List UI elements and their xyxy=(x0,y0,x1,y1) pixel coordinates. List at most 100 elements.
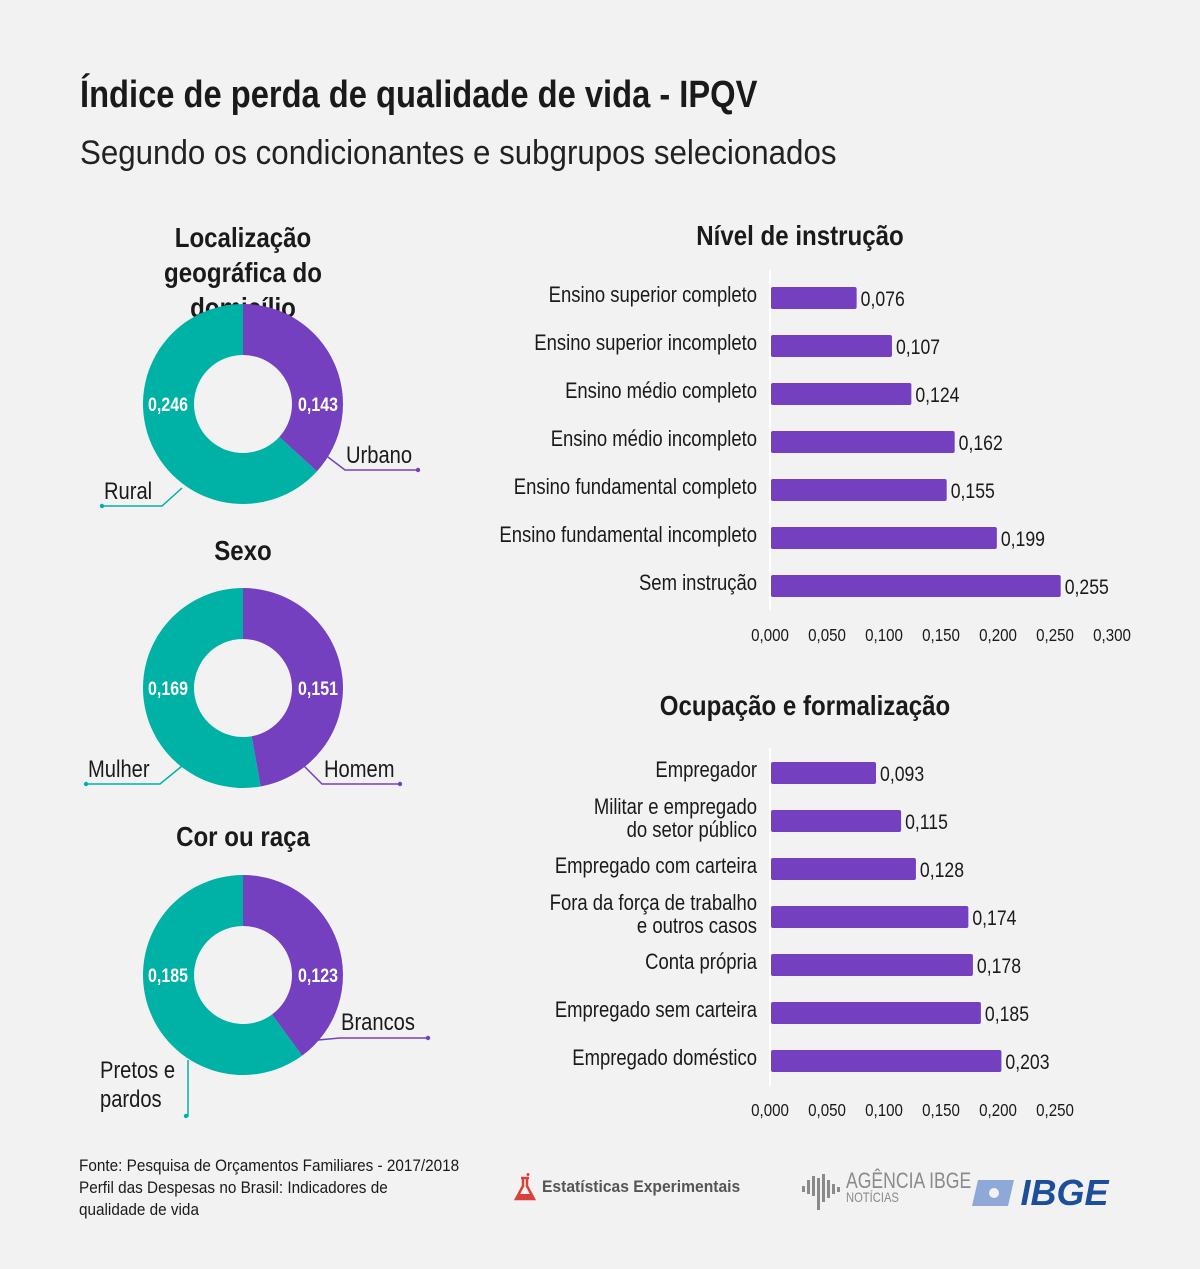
x-tick-label: 0,000 xyxy=(751,1100,789,1121)
x-tick-label: 0,100 xyxy=(865,1100,903,1121)
bar-category-label: Ensino superior incompleto xyxy=(534,332,757,356)
bar-category-label: Ensino fundamental completo xyxy=(514,476,757,500)
bar-category-label: Militar e empregado xyxy=(594,796,757,820)
bar xyxy=(771,383,912,405)
donut-value-label: 0,151 xyxy=(298,678,338,700)
bar-value-label: 0,203 xyxy=(1005,1051,1049,1075)
bar-value-label: 0,155 xyxy=(951,480,995,504)
bar-category-label: do setor público xyxy=(627,819,757,843)
bar xyxy=(771,287,857,309)
x-tick-label: 0,150 xyxy=(922,1100,960,1121)
logo-agencia-ibge: AGÊNCIA IBGE NOTÍCIAS xyxy=(802,1168,1003,1210)
x-tick-label: 0,200 xyxy=(979,1100,1017,1121)
bar-category-label: e outros casos xyxy=(637,915,757,939)
donut-category-label: Pretos e xyxy=(100,1056,175,1083)
bar xyxy=(771,431,955,453)
logo-agencia-sub: NOTÍCIAS xyxy=(846,1189,900,1205)
x-tick-label: 0,250 xyxy=(1036,1100,1074,1121)
bar-category-label: Sem instrução xyxy=(639,572,757,596)
leader-line xyxy=(186,1060,189,1117)
bar-category-label: Ensino médio incompleto xyxy=(551,428,757,452)
leader-dot xyxy=(397,781,403,787)
leader-line xyxy=(102,487,183,507)
donut-title-cor: Cor ou raça xyxy=(176,821,310,852)
bar-category-label: Empregado com carteira xyxy=(555,855,758,879)
x-tick-label: 0,300 xyxy=(1093,625,1131,646)
donut-category-label: pardos xyxy=(100,1085,162,1112)
bar-value-label: 0,185 xyxy=(985,1003,1029,1027)
bar-value-label: 0,162 xyxy=(959,432,1003,456)
x-tick-label: 0,250 xyxy=(1036,625,1074,646)
donut-slice-rural xyxy=(143,304,317,505)
logo-agencia-text: AGÊNCIA IBGE xyxy=(846,1168,972,1193)
page-title: Índice de perda de qualidade de vida - I… xyxy=(80,74,758,116)
bar xyxy=(771,479,947,501)
x-tick-label: 0,000 xyxy=(751,625,789,646)
leader-dot xyxy=(99,503,105,509)
bar-value-label: 0,199 xyxy=(1001,528,1045,552)
bar-category-label: Empregado sem carteira xyxy=(555,999,758,1023)
donut-slice-homem xyxy=(243,588,343,787)
bar xyxy=(771,575,1061,597)
ibge-emblem-icon xyxy=(972,1180,1014,1206)
page-subtitle: Segundo os condicionantes e subgrupos se… xyxy=(80,134,837,172)
leader-line xyxy=(299,761,400,785)
donut-value-label: 0,185 xyxy=(148,965,188,987)
x-tick-label: 0,100 xyxy=(865,625,903,646)
donut-slice-mulher xyxy=(142,588,261,788)
donut-slice-pretos-e-pardos xyxy=(143,875,303,1075)
bar-title-ocupacao: Ocupação e formalização xyxy=(659,690,951,721)
leader-dot xyxy=(415,467,421,473)
donut-category-label: Mulher xyxy=(88,755,150,782)
donut-title-sexo: Sexo xyxy=(214,535,272,566)
bar xyxy=(771,1002,981,1024)
bar-value-label: 0,174 xyxy=(972,907,1016,931)
bar xyxy=(771,335,892,357)
donut-category-label: Rural xyxy=(104,477,152,504)
leader-line xyxy=(86,765,183,785)
bar-category-label: Ensino médio completo xyxy=(565,380,757,404)
bar-value-label: 0,093 xyxy=(880,763,924,787)
bar-value-label: 0,128 xyxy=(920,859,964,883)
bar xyxy=(771,906,969,928)
bar-category-label: Empregado doméstico xyxy=(572,1047,757,1071)
footer-source-line: Fonte: Pesquisa de Orçamentos Familiares… xyxy=(79,1156,460,1175)
logo-ibge-text: IBGE xyxy=(1020,1172,1109,1213)
leader-dot xyxy=(83,781,89,787)
donut-category-label: Urbano xyxy=(346,441,412,468)
flask-icon xyxy=(513,1173,537,1201)
bar xyxy=(771,810,902,832)
bar-value-label: 0,178 xyxy=(977,955,1021,979)
leader-dot xyxy=(183,1113,189,1119)
logo-experimental-text: Estatísticas Experimentais xyxy=(542,1177,741,1196)
x-tick-label: 0,150 xyxy=(922,625,960,646)
leader-line xyxy=(317,1037,428,1041)
donut-value-label: 0,143 xyxy=(298,394,338,416)
logo-estatisticas-experimentais: Estatísticas Experimentais xyxy=(512,1172,758,1202)
bar xyxy=(771,762,877,784)
bar-category-label: Fora da força de trabalho xyxy=(550,892,757,916)
donut-slice-urbano xyxy=(243,304,343,472)
bar-category-label: Ensino superior completo xyxy=(549,284,757,308)
leader-dot xyxy=(425,1035,431,1041)
donut-category-label: Brancos xyxy=(341,1008,415,1035)
leader-line xyxy=(315,447,418,471)
footer-source: Fonte: Pesquisa de Orçamentos Familiares… xyxy=(79,1155,511,1221)
donut-category-label: Homem xyxy=(324,755,395,782)
logo-ibge: IBGE xyxy=(970,1172,1108,1214)
bar xyxy=(771,1050,1002,1072)
footer-publication: Perfil das Despesas no Brasil: Indicador… xyxy=(79,1178,388,1219)
bar-value-label: 0,107 xyxy=(896,336,940,360)
donut-slice-brancos xyxy=(243,875,343,1056)
bar-value-label: 0,115 xyxy=(905,811,948,835)
donut-value-label: 0,123 xyxy=(298,965,338,987)
x-tick-label: 0,050 xyxy=(808,1100,846,1121)
bar-category-label: Empregador xyxy=(655,759,757,783)
bar-value-label: 0,076 xyxy=(861,288,905,312)
agencia-soundwave-icon xyxy=(802,1174,840,1210)
x-tick-label: 0,050 xyxy=(808,625,846,646)
bar-value-label: 0,124 xyxy=(915,384,959,408)
bar-category-label: Ensino fundamental incompleto xyxy=(499,524,757,548)
donut-value-label: 0,169 xyxy=(148,678,188,700)
